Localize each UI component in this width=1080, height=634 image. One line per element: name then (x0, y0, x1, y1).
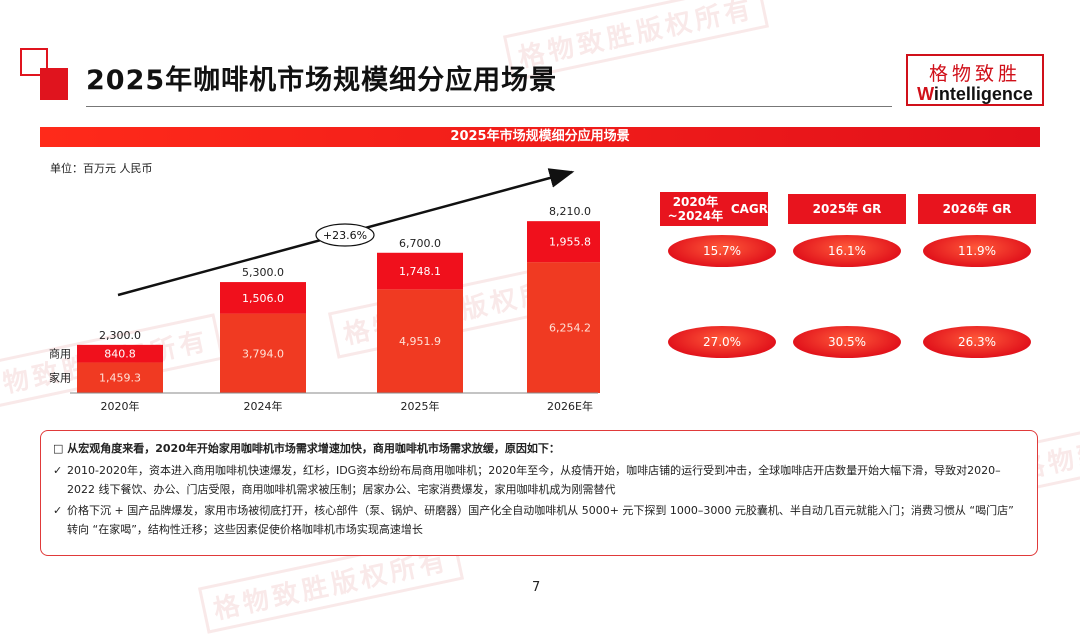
check-icon: ✓ (53, 504, 63, 517)
title-decoration-fill (40, 68, 68, 100)
data-label-commercial: 1,506.0 (242, 292, 284, 305)
brand-logo: 格物致胜 Wintelligence (906, 54, 1044, 106)
metric-household-cagr: 27.0% (668, 326, 776, 358)
data-label-commercial: 1,955.8 (549, 236, 591, 249)
bar-household (527, 262, 600, 393)
bar-household (220, 313, 306, 393)
bar-commercial (77, 344, 163, 363)
page-title: 2025年咖啡机市场规模细分应用场景 (86, 65, 558, 96)
metric-header-cagr-line: CAGR (730, 202, 768, 216)
logo-rest: intelligence (933, 84, 1033, 104)
data-label-total: 5,300.0 (242, 266, 284, 279)
data-label-commercial: 840.8 (104, 348, 136, 361)
category-label: 2025年 (401, 399, 440, 413)
analysis-heading: □ 从宏观角度来看，2020年开始家用咖啡机市场需求增速加快，商用咖啡机市场需求… (53, 439, 1023, 458)
section-title: 2025年市场规模细分应用场景 (40, 127, 1040, 147)
title-decoration-outline (20, 48, 48, 76)
analysis-item-1: 2010-2020年，资本进入商用咖啡机快速爆发，红杉，IDG资本纷纷布局商用咖… (67, 464, 1001, 496)
analysis-heading-text: 从宏观角度来看，2020年开始家用咖啡机市场需求增速加快，商用咖啡机市场需求放缓… (67, 442, 560, 455)
logo-chinese: 格物致胜 (928, 63, 1021, 85)
series-label-household: 家用 (49, 371, 71, 385)
metric-household-2025-gr: 30.5% (793, 326, 901, 358)
data-label-household: 3,794.0 (242, 347, 284, 360)
bar-commercial (377, 252, 463, 290)
page-number: 7 (532, 580, 541, 595)
data-label-commercial: 1,748.1 (399, 265, 441, 278)
bar-household (77, 362, 163, 393)
logo-w: W (917, 84, 934, 104)
analysis-box: □ 从宏观角度来看，2020年开始家用咖啡机市场需求增速加快，商用咖啡机市场需求… (40, 430, 1038, 556)
title-divider (86, 106, 892, 107)
metric-commercial-2025-gr: 16.1% (793, 235, 901, 267)
data-label-total: 2,300.0 (99, 329, 141, 342)
check-icon: ✓ (53, 464, 63, 477)
metric-commercial-2026-gr: 11.9% (923, 235, 1031, 267)
logo-english: Wintelligence (908, 84, 1042, 105)
data-label-total: 6,700.0 (399, 237, 441, 250)
square-bullet-icon: □ (53, 442, 64, 455)
data-label-total: 8,210.0 (549, 205, 591, 218)
bar-commercial (220, 282, 306, 314)
bar-commercial (527, 221, 600, 263)
bar-household (377, 289, 463, 393)
growth-annotation-oval (315, 223, 375, 247)
data-label-household: 1,459.3 (99, 372, 141, 385)
category-label: 2020年 (101, 399, 140, 413)
stacked-bar-chart: 1,459.3 840.8 2,300.0 2020年 3,794.0 1,506.0 5,… (49, 168, 600, 413)
series-label-commercial: 商用 (49, 347, 71, 361)
metric-household-2026-gr: 26.3% (923, 326, 1031, 358)
analysis-item-2: 价格下沉 + 国产品牌爆发，家用市场被彻底打开，核心部件（泵、锅炉、研磨器）国产… (67, 504, 1014, 536)
unit-label: 单位：百万元 人民币 (50, 162, 153, 175)
data-label-household: 4,951.9 (399, 335, 441, 348)
category-label: 2026E年 (547, 399, 593, 413)
metric-header-2025-gr: 2025年 GR (788, 194, 906, 224)
metric-header-cagr: 2020年~2024年 CAGR (660, 192, 768, 226)
metric-header-cagr-line: 2020年~2024年 (667, 195, 724, 223)
growth-annotation-label: +23.6% (323, 229, 367, 242)
category-label: 2024年 (244, 399, 283, 413)
metric-header-2026-gr: 2026年 GR (918, 194, 1036, 224)
metric-commercial-cagr: 15.7% (668, 235, 776, 267)
data-label-household: 6,254.2 (549, 322, 591, 335)
